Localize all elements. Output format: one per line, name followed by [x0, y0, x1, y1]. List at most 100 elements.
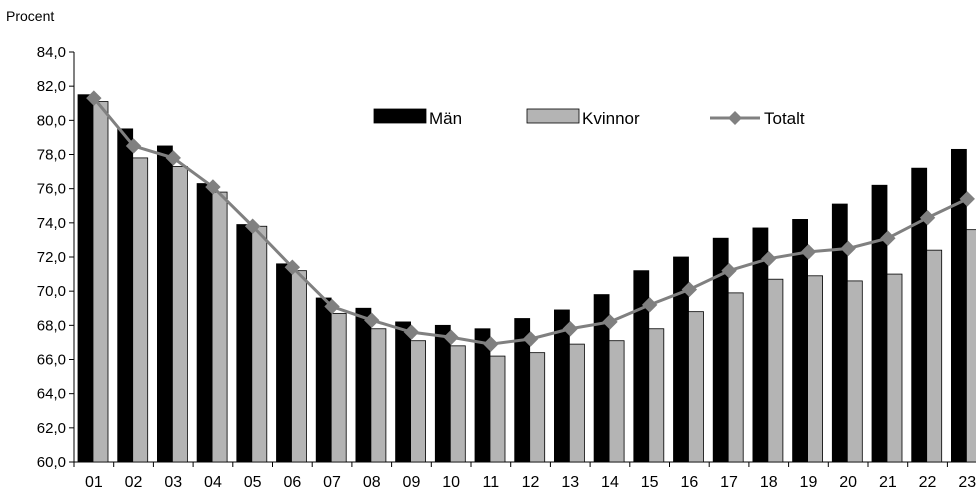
x-tick-label: 21 — [879, 474, 897, 491]
bar-kvinnor — [648, 328, 665, 463]
bar-man — [395, 321, 412, 463]
bar-kvinnor — [886, 273, 903, 463]
y-tick-label: 72,0 — [37, 249, 66, 266]
marker-totalt — [800, 244, 817, 260]
x-tick-label: 23 — [958, 474, 976, 491]
x-tick-label: 19 — [800, 474, 818, 491]
marker-totalt — [721, 262, 737, 279]
bar-man — [871, 184, 888, 463]
x-tick-label: 12 — [522, 474, 540, 491]
marker-totalt — [562, 321, 578, 337]
x-tick-label: 07 — [323, 474, 341, 491]
x-tick-label: 08 — [363, 474, 381, 491]
marker-totalt — [165, 150, 181, 166]
marker-totalt — [205, 179, 221, 195]
bar-kvinnor — [846, 280, 863, 463]
y-tick-label: 76,0 — [37, 181, 66, 198]
x-tick-label: 11 — [483, 474, 500, 491]
bar-man — [156, 145, 173, 463]
bar-kvinnor — [767, 278, 784, 463]
legend-item-totalt-marker — [728, 111, 742, 125]
bar-man — [276, 263, 292, 463]
x-tick-label: 02 — [125, 474, 143, 491]
y-tick-label: 66,0 — [37, 352, 66, 369]
x-tick-label: 18 — [760, 474, 778, 491]
x-tick-label: 09 — [403, 474, 421, 491]
bar-man — [355, 307, 372, 463]
bar-kvinnor — [410, 340, 427, 463]
bar-kvinnor — [330, 312, 347, 463]
y-tick-label: 84,0 — [37, 44, 66, 61]
x-tick-label: 13 — [561, 474, 579, 491]
marker-totalt — [602, 314, 618, 330]
bar-man — [434, 324, 451, 463]
legend-item-kvinnor-label: Kvinnor — [582, 109, 640, 128]
bar-kvinnor — [608, 340, 625, 463]
x-tick-label: 14 — [601, 474, 619, 491]
x-tick-label: 10 — [442, 474, 460, 491]
bar-kvinnor — [807, 275, 823, 463]
legend-item-man-swatch — [373, 108, 427, 124]
bar-kvinnor — [529, 352, 546, 463]
marker-totalt — [284, 259, 301, 275]
y-tick-label: 60,0 — [37, 454, 66, 471]
marker-totalt — [919, 210, 936, 226]
bar-kvinnor — [132, 157, 149, 463]
bar-kvinnor — [569, 343, 585, 463]
marker-totalt — [880, 230, 896, 246]
x-tick-label: 22 — [919, 474, 937, 491]
bar-kvinnor — [966, 229, 976, 463]
bar-kvinnor — [92, 101, 109, 463]
x-tick-label: 01 — [85, 474, 103, 491]
marker-totalt — [364, 312, 380, 328]
marker-totalt — [959, 191, 975, 207]
legend-item-kvinnor-swatch — [526, 108, 580, 124]
marker-totalt — [483, 336, 499, 352]
marker-totalt — [641, 297, 658, 313]
bar-kvinnor — [291, 270, 307, 463]
bar-kvinnor — [211, 191, 228, 463]
bar-kvinnor — [926, 249, 943, 463]
bar-man — [911, 167, 928, 463]
marker-totalt — [443, 329, 459, 345]
bar-kvinnor — [489, 355, 506, 463]
marker-totalt — [86, 90, 102, 106]
bar-kvinnor — [171, 166, 188, 463]
bar-man — [77, 94, 94, 463]
bar-man — [196, 183, 213, 463]
y-tick-label: 64,0 — [37, 386, 66, 403]
bar-man — [474, 328, 491, 463]
bar-man — [117, 128, 134, 463]
marker-totalt — [403, 324, 420, 340]
y-tick-label: 82,0 — [37, 78, 66, 95]
bar-kvinnor — [370, 328, 387, 463]
x-tick-label: 17 — [720, 474, 738, 491]
y-tick-label: 70,0 — [37, 283, 66, 300]
bar-man — [831, 203, 848, 463]
x-tick-label: 15 — [641, 474, 659, 491]
bar-kvinnor — [251, 225, 268, 463]
marker-totalt — [840, 240, 856, 257]
x-tick-label: 06 — [283, 474, 301, 491]
x-tick-label: 04 — [204, 474, 222, 491]
bar-man — [236, 224, 253, 463]
y-tick-label: 80,0 — [37, 112, 66, 129]
x-tick-label: 16 — [680, 474, 698, 491]
legend-item-man-label: Män — [429, 109, 462, 128]
x-tick-label: 03 — [164, 474, 182, 491]
y-tick-label: 78,0 — [37, 147, 66, 164]
bar-kvinnor — [727, 292, 744, 463]
bar-man — [315, 297, 332, 463]
marker-totalt — [324, 298, 340, 315]
y-axis-title: Procent — [6, 8, 55, 24]
bar-man — [633, 270, 650, 463]
bar-kvinnor — [449, 345, 466, 463]
x-tick-label: 05 — [244, 474, 262, 491]
x-tick-label: 20 — [839, 474, 857, 491]
marker-totalt — [681, 281, 698, 298]
y-tick-label: 74,0 — [37, 215, 66, 232]
marker-totalt — [244, 218, 261, 234]
legend-item-totalt-label: Totalt — [764, 109, 805, 128]
marker-totalt — [125, 138, 142, 154]
